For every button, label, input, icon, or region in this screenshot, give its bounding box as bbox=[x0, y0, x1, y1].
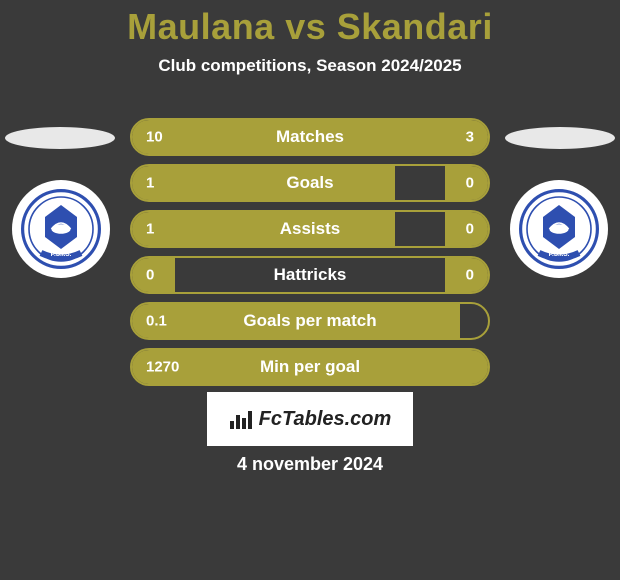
bar-right-fill bbox=[445, 258, 488, 292]
bar-left-fill bbox=[132, 304, 460, 338]
bar-left-fill bbox=[132, 120, 403, 154]
stat-row: 1270Min per goal bbox=[130, 348, 490, 386]
stat-row: 0.1Goals per match bbox=[130, 302, 490, 340]
club-badge-left: P.S.I.S. bbox=[12, 180, 110, 278]
bar-right-fill bbox=[445, 166, 488, 200]
bar-left-fill bbox=[132, 212, 395, 246]
svg-text:P.S.I.S.: P.S.I.S. bbox=[549, 251, 570, 258]
psis-badge-icon: P.S.I.S. bbox=[519, 189, 599, 269]
chart-icon bbox=[229, 409, 255, 429]
player-right-base bbox=[505, 127, 615, 149]
date-text: 4 november 2024 bbox=[0, 454, 620, 475]
bar-left-fill bbox=[132, 258, 175, 292]
svg-text:P.S.I.S.: P.S.I.S. bbox=[51, 251, 72, 258]
bar-right-fill bbox=[403, 120, 488, 154]
subtitle: Club competitions, Season 2024/2025 bbox=[0, 56, 620, 76]
fctables-logo: FcTables.com bbox=[207, 392, 413, 446]
psis-badge-icon: P.S.I.S. bbox=[21, 189, 101, 269]
page-title: Maulana vs Skandari bbox=[0, 6, 620, 48]
bar-left-fill bbox=[132, 350, 488, 384]
stats-bars: 103Matches 10Goals 10Assists 00Hattricks 0.1… bbox=[130, 118, 490, 394]
stat-row: 10Goals bbox=[130, 164, 490, 202]
stat-label: Hattricks bbox=[132, 265, 488, 285]
logo-text: FcTables.com bbox=[229, 408, 392, 431]
stat-row: 103Matches bbox=[130, 118, 490, 156]
bar-left-fill bbox=[132, 166, 395, 200]
player-left-base bbox=[5, 127, 115, 149]
bar-right-fill bbox=[445, 212, 488, 246]
stat-row: 10Assists bbox=[130, 210, 490, 248]
stat-row: 00Hattricks bbox=[130, 256, 490, 294]
logo-label: FcTables.com bbox=[259, 408, 392, 431]
comparison-card: Maulana vs Skandari Club competitions, S… bbox=[0, 0, 620, 580]
club-badge-right: P.S.I.S. bbox=[510, 180, 608, 278]
